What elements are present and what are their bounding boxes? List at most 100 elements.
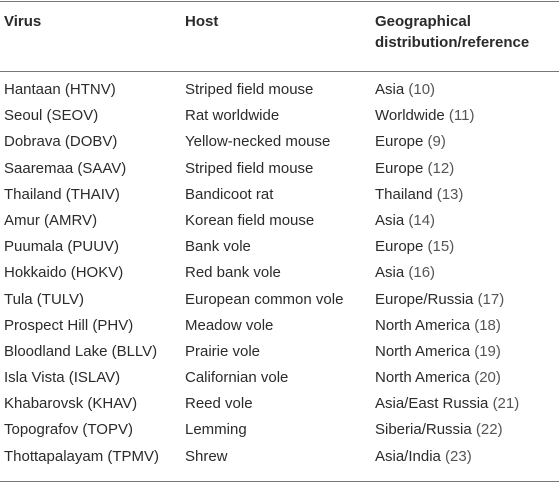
cell-geographical-distribution: North America (20) (375, 368, 557, 387)
cell-geographical-distribution: North America (18) (375, 316, 557, 335)
cell-geographical-distribution: Siberia/Russia (22) (375, 420, 557, 439)
cell-virus: Tula (TULV) (4, 290, 85, 308)
cell-virus: Thailand (THAIV) (4, 185, 120, 203)
cell-host: Reed vole (185, 395, 253, 413)
cell-virus: Hantaan (HTNV) (4, 81, 116, 98)
table-header-rule (0, 71, 559, 72)
cell-reference-link[interactable]: (22) (475, 421, 503, 439)
cell-geo-region: Europe (375, 159, 424, 177)
cell-host: Californian vole (185, 369, 289, 387)
table-top-rule (0, 1, 559, 2)
table-body: Hantaan (HTNV) Striped field mouse Asia (1… (0, 80, 559, 473)
cell-host: Bandicoot rat (185, 185, 274, 203)
cell-reference-link[interactable]: (14) (408, 211, 436, 229)
cell-host: Rat worldwide (185, 107, 280, 125)
cell-virus: Hokkaido (HOKV) (4, 264, 124, 282)
cell-geographical-distribution: Asia/East Russia (21) (375, 394, 557, 413)
table-row: Thottapalayam (TPMV) Shrew Asia/India (23) (0, 447, 559, 473)
cell-geo-region: Europe (375, 133, 424, 151)
table-row: Hantaan (HTNV) Striped field mouse Asia (1… (0, 80, 559, 106)
cell-host: Meadow vole (185, 316, 274, 334)
cell-host: Shrew (185, 447, 228, 465)
table-row: Hokkaido (HOKV) Red bank vole Asia (16) (0, 263, 559, 289)
cell-geo-region: Asia (375, 81, 405, 98)
cell-geo-region: Asia/East Russia (375, 395, 489, 413)
table-row: Prospect Hill (PHV) Meadow vole North Amer… (0, 316, 559, 342)
header-virus: Virus (4, 13, 42, 30)
cell-virus: Saaremaa (SAAV) (4, 159, 127, 177)
cell-reference-link[interactable]: (20) (474, 369, 501, 387)
cell-host: Yellow-necked mouse (185, 133, 331, 151)
cell-host: Red bank vole (185, 264, 281, 282)
cell-reference-link[interactable]: (18) (474, 316, 501, 334)
cell-reference-link[interactable]: (17) (477, 290, 505, 308)
cell-geographical-distribution: Asia (10) (375, 80, 557, 99)
cell-host: Striped field mouse (185, 81, 314, 98)
table-row: Tula (TULV) European common vole Europe/Ru… (0, 290, 559, 316)
cell-geo-region: Europe (375, 238, 424, 256)
cell-reference-link[interactable]: (15) (427, 238, 455, 256)
header-geographical-distribution: Geographical distribution/reference (375, 11, 557, 53)
cell-virus: Amur (AMRV) (4, 211, 98, 229)
header-geo-line2: distribution/reference (375, 34, 530, 51)
table-row: Isla Vista (ISLAV) Californian vole North … (0, 368, 559, 394)
table-row: Puumala (PUUV) Bank vole Europe (15) (0, 237, 559, 263)
cell-virus: Isla Vista (ISLAV) (4, 369, 121, 387)
cell-geographical-distribution: Asia (14) (375, 211, 557, 230)
cell-geo-region: Worldwide (375, 107, 445, 125)
cell-host: Striped field mouse (185, 159, 314, 177)
cell-reference-link[interactable]: (16) (408, 264, 436, 282)
cell-virus: Dobrava (DOBV) (4, 133, 118, 151)
cell-virus: Khabarovsk (KHAV) (4, 395, 138, 413)
cell-geo-region: Asia (375, 264, 405, 282)
table-header: Virus Host Geographical distribution/ref… (0, 11, 559, 67)
header-geo-line1: Geographical (375, 13, 471, 30)
cell-host: Korean field mouse (185, 211, 315, 229)
cell-geographical-distribution: Europe/Russia (17) (375, 290, 557, 309)
table-bottom-rule (0, 481, 559, 482)
cell-geo-region: North America (375, 369, 471, 387)
cell-geographical-distribution: Thailand (13) (375, 185, 557, 204)
header-host: Host (185, 13, 219, 30)
cell-geographical-distribution: Worldwide (11) (375, 106, 557, 125)
cell-geo-region: North America (375, 342, 471, 360)
cell-geo-region: Europe/Russia (375, 290, 474, 308)
cell-host: Bank vole (185, 238, 251, 256)
cell-reference-link[interactable]: (12) (427, 159, 455, 177)
table-row: Saaremaa (SAAV) Striped field mouse Europe… (0, 159, 559, 185)
cell-geo-region: North America (375, 316, 471, 334)
cell-virus: Prospect Hill (PHV) (4, 316, 134, 334)
cell-geographical-distribution: Europe (12) (375, 159, 557, 178)
table-row: Amur (AMRV) Korean field mouse Asia (14) (0, 211, 559, 237)
cell-geo-region: Asia (375, 211, 405, 229)
table-row: Bloodland Lake (BLLV) Prairie vole North A… (0, 342, 559, 368)
cell-host: Prairie vole (185, 342, 261, 360)
cell-reference-link[interactable]: (11) (448, 107, 475, 125)
table-row: Khabarovsk (KHAV) Reed vole Asia/East Russ… (0, 394, 559, 420)
cell-virus: Bloodland Lake (BLLV) (4, 342, 158, 360)
cell-reference-link[interactable]: (13) (436, 185, 464, 203)
cell-host: European common vole (185, 290, 344, 308)
cell-geographical-distribution: Asia (16) (375, 263, 557, 282)
cell-geographical-distribution: North America (19) (375, 342, 557, 361)
cell-geographical-distribution: Europe (15) (375, 237, 557, 256)
cell-reference-link[interactable]: (19) (474, 342, 501, 360)
table-row: Topografov (TOPV) Lemming Siberia/Russia (… (0, 420, 559, 446)
table-row: Thailand (THAIV) Bandicoot rat Thailand (1… (0, 185, 559, 211)
cell-reference-link[interactable]: (21) (492, 395, 520, 413)
table-row: Seoul (SEOV) Rat worldwide Worldwide (11) (0, 106, 559, 132)
cell-virus: Seoul (SEOV) (4, 107, 99, 125)
cell-geo-region: Thailand (375, 185, 433, 203)
cell-reference-link[interactable]: (10) (408, 81, 436, 98)
cell-geographical-distribution: Asia/India (23) (375, 447, 557, 466)
cell-geographical-distribution: Europe (9) (375, 132, 557, 151)
table-row: Dobrava (DOBV) Yellow-necked mouse Europe … (0, 132, 559, 158)
cell-geo-region: Siberia/Russia (375, 421, 472, 439)
cell-virus: Topografov (TOPV) (4, 421, 133, 439)
cell-host: Lemming (185, 421, 247, 439)
cell-virus: Thottapalayam (TPMV) (4, 447, 160, 465)
cell-reference-link[interactable]: (9) (427, 133, 446, 151)
cell-geo-region: Asia/India (375, 447, 441, 465)
cell-reference-link[interactable]: (23) (445, 447, 472, 465)
